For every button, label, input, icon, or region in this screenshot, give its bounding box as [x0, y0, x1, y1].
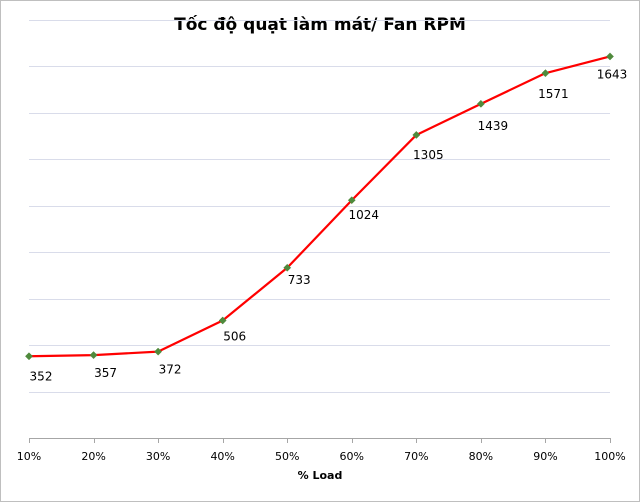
data-label: 1439 [478, 119, 509, 133]
data-label: 1643 [597, 67, 628, 81]
data-point-marker [347, 196, 356, 205]
data-point-marker [218, 316, 227, 325]
data-point-marker [154, 347, 163, 356]
data-point-marker [89, 351, 98, 360]
x-tick-label: 30% [146, 450, 170, 463]
x-axis: 10% 20% 30% 40% 50% 60% 70% 80% 90% 100% [17, 438, 626, 463]
data-label: 357 [94, 366, 117, 380]
data-point-marker [283, 263, 292, 272]
x-tick-label: 40% [210, 450, 234, 463]
x-tick-label: 80% [469, 450, 493, 463]
data-label: 1305 [413, 148, 444, 162]
data-point-marker [476, 99, 485, 108]
x-tick-label: 60% [340, 450, 364, 463]
x-tick-label: 90% [533, 450, 557, 463]
gridlines [29, 20, 610, 393]
x-tick-label: 100% [594, 450, 625, 463]
data-label: 506 [223, 329, 246, 343]
data-label: 352 [30, 369, 53, 383]
x-tick-label: 10% [17, 450, 41, 463]
series-line [28, 55, 611, 358]
x-axis-title: % Load [297, 469, 343, 482]
data-point-marker [25, 352, 33, 361]
data-point-marker [412, 130, 421, 139]
data-point-marker [606, 52, 614, 61]
data-label: 372 [159, 363, 182, 377]
data-label: 1571 [538, 87, 569, 101]
x-tick-label: 50% [275, 450, 299, 463]
data-labels: 352 357 372 506 733 1024 1305 1439 1571 1643 [30, 67, 628, 383]
series-layer [25, 52, 614, 361]
data-label: 1024 [349, 208, 380, 222]
data-point-marker [541, 69, 550, 78]
x-tick-label: 20% [81, 450, 105, 463]
data-label: 733 [288, 273, 311, 287]
x-tick-label: 70% [404, 450, 428, 463]
